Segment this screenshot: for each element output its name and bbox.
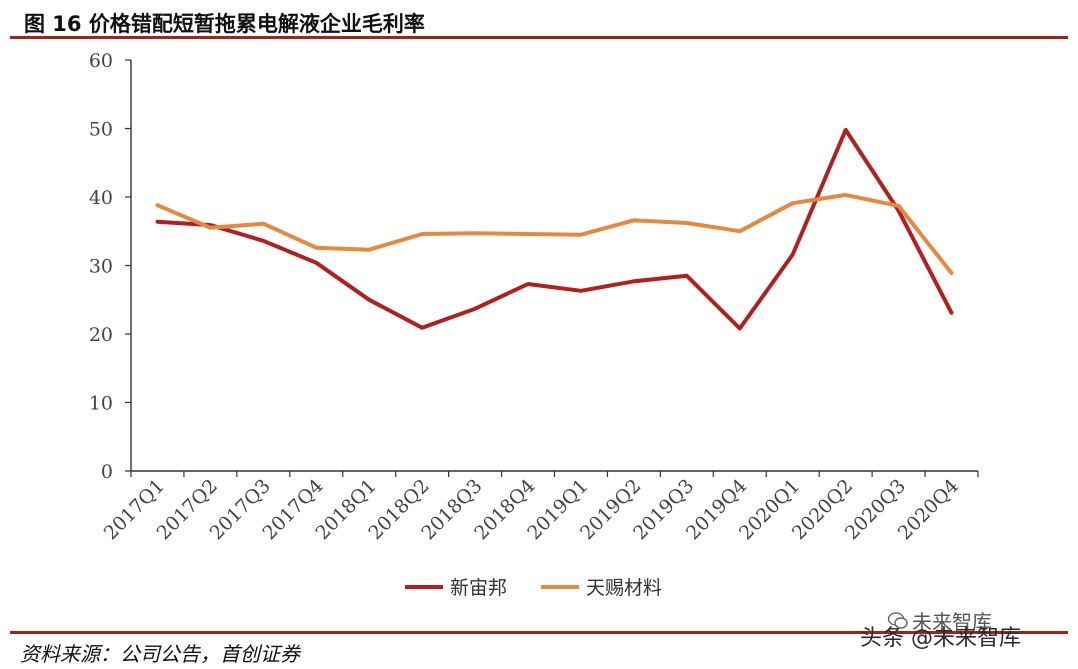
y-tick-labels: 0 10 20 30 40 50 60	[89, 50, 113, 483]
data-point	[792, 254, 794, 256]
series-line-1	[155, 127, 954, 331]
data-point	[633, 219, 635, 221]
data-point	[156, 204, 158, 206]
data-point	[315, 247, 317, 249]
series-lines	[155, 127, 954, 331]
data-point	[845, 194, 847, 196]
footer-rule	[10, 631, 1068, 634]
figure-header: 图 16 价格错配短暂拖累电解液企业毛利率	[10, 2, 1068, 39]
data-point	[315, 262, 317, 264]
data-point	[739, 230, 741, 232]
data-point	[686, 222, 688, 224]
y-tick-label: 10	[89, 393, 113, 415]
series-line-2	[155, 192, 954, 275]
header-rule	[10, 36, 1068, 39]
legend-label-1: 新宙邦	[450, 577, 507, 599]
chart-axes	[125, 59, 979, 477]
data-point	[474, 232, 476, 234]
data-point	[686, 275, 688, 277]
data-point	[527, 283, 529, 285]
watermark: 头条 @未来智库	[860, 626, 1021, 651]
data-point	[209, 227, 211, 229]
data-point	[580, 290, 582, 292]
y-tick-label: 60	[89, 50, 113, 72]
data-point	[739, 328, 741, 330]
y-tick-label: 40	[89, 187, 113, 209]
watermark-brand: 未来智库	[912, 610, 992, 634]
data-point	[368, 249, 370, 251]
data-point	[845, 129, 847, 131]
data-point	[527, 233, 529, 235]
data-point	[421, 233, 423, 235]
source-note: 资料来源：公司公告，首创证券	[20, 642, 300, 666]
x-tick-labels: 2017Q12017Q22017Q32017Q42018Q12018Q22018…	[100, 475, 963, 544]
data-point	[474, 308, 476, 310]
data-point	[262, 240, 264, 242]
y-tick-label: 20	[89, 324, 113, 346]
legend-label-2: 天赐材料	[586, 577, 662, 599]
y-tick-label: 30	[89, 256, 113, 278]
data-point	[580, 234, 582, 236]
chat-bubble-icon	[887, 612, 908, 629]
data-point	[156, 221, 158, 223]
data-point	[421, 327, 423, 329]
y-tick-label: 50	[89, 119, 113, 141]
data-point	[633, 280, 635, 282]
data-point	[262, 223, 264, 225]
data-point	[898, 210, 900, 212]
data-point	[368, 299, 370, 301]
data-point	[792, 202, 794, 204]
chart-legend: 新宙邦 天赐材料	[405, 577, 662, 599]
y-tick-label: 0	[101, 461, 113, 483]
data-point	[209, 224, 211, 226]
figure-title: 图 16 价格错配短暂拖累电解液企业毛利率	[24, 12, 425, 36]
data-point	[898, 205, 900, 207]
data-point	[951, 312, 953, 314]
data-point	[951, 272, 953, 274]
